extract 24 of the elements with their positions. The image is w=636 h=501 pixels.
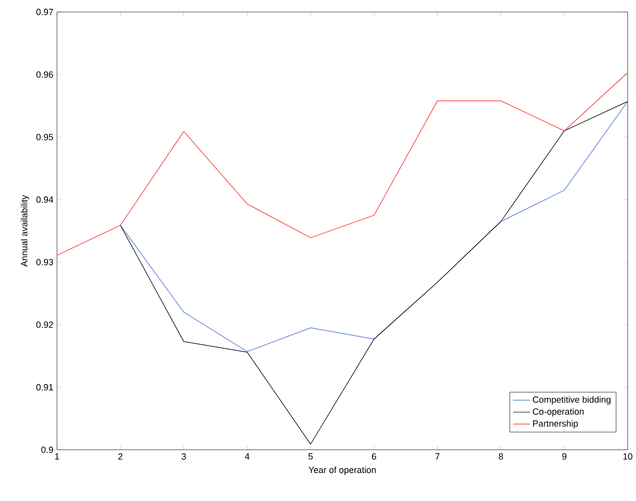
legend-label: Partnership [533,420,578,429]
x-tick-label: 2 [118,453,122,460]
y-tick-label: 0.9 [41,446,54,454]
y-tick-label: 0.96 [36,71,54,78]
y-tick-label: 0.94 [36,196,54,203]
x-tick-label: 8 [498,453,503,460]
x-tick-label: 7 [435,453,440,460]
x-tick-label: 4 [244,453,250,460]
x-tick-label: 9 [562,453,566,460]
y-tick-label: 0.97 [36,8,53,16]
x-tick-label: 6 [372,453,376,460]
x-axis-title: Year of operation [308,466,376,475]
y-axis-title: Annual availability [20,195,30,267]
legend-label: Co-operation [532,408,584,417]
x-tick-label: 3 [182,453,186,460]
y-tick-label: 0.93 [36,259,54,266]
y-tick-label: 0.95 [36,134,54,140]
y-tick-label: 0.92 [36,322,53,328]
x-tick-label: 5 [308,453,313,460]
x-tick-label: 10 [623,453,632,460]
x-tick-label: 1 [55,453,60,460]
line-series [56,72,628,256]
legend-label: Competitive bidding [532,396,610,405]
y-tick-label: 0.91 [36,384,54,391]
